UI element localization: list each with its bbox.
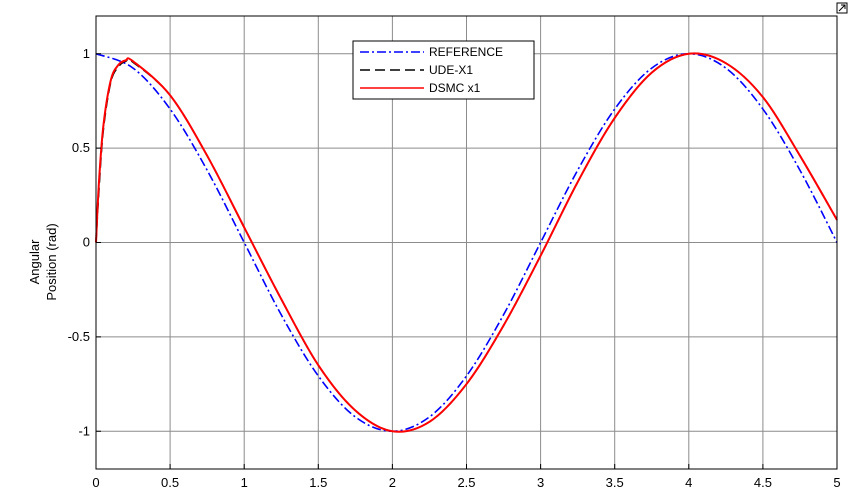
x-axis-ticks: 0 0.5 1 1.5 2 2.5 3 3.5 4 4.5 5: [92, 464, 841, 490]
series-line-dsmc-x1: [95, 52, 838, 433]
figure-corner-icon[interactable]: [836, 2, 848, 14]
y-axis-label-line-2: Position (rad): [44, 223, 59, 300]
series-line-reference: [95, 52, 838, 433]
y-tick-label: 1: [83, 46, 90, 61]
y-axis-ticks: 1 0.5 0 -0.5 -1: [68, 46, 101, 438]
y-tick-label: -0.5: [68, 329, 90, 344]
y-tick-label: 0: [83, 235, 90, 250]
legend-label-ude-x1: UDE-X1: [429, 63, 473, 77]
legend-label-dsmc-x1: DSMC x1: [429, 81, 481, 95]
x-tick-label: 1: [241, 475, 248, 490]
x-tick-label: 0.5: [161, 475, 179, 490]
x-tick-label: 3: [537, 475, 544, 490]
legend: REFERENCE UDE-X1 DSMC x1: [352, 40, 535, 100]
x-tick-label: 1.5: [309, 475, 327, 490]
x-tick-label: 4: [685, 475, 692, 490]
x-tick-label: 5: [833, 475, 840, 490]
x-tick-label: 0: [92, 475, 99, 490]
y-tick-label: -1: [78, 423, 90, 438]
x-tick-label: 3.5: [606, 475, 624, 490]
x-tick-label: 2: [389, 475, 396, 490]
legend-label-reference: REFERENCE: [429, 45, 503, 59]
y-tick-label: 0.5: [72, 140, 90, 155]
series-layer: [95, 52, 838, 433]
x-tick-label: 2.5: [457, 475, 475, 490]
series-line-ude-x1: [95, 52, 838, 433]
x-tick-label: 4.5: [754, 475, 772, 490]
y-axis-label-line-1: Angular: [27, 239, 42, 284]
